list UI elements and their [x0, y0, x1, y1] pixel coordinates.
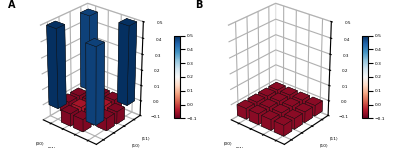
Text: B: B	[196, 0, 203, 10]
Text: A: A	[8, 0, 15, 10]
